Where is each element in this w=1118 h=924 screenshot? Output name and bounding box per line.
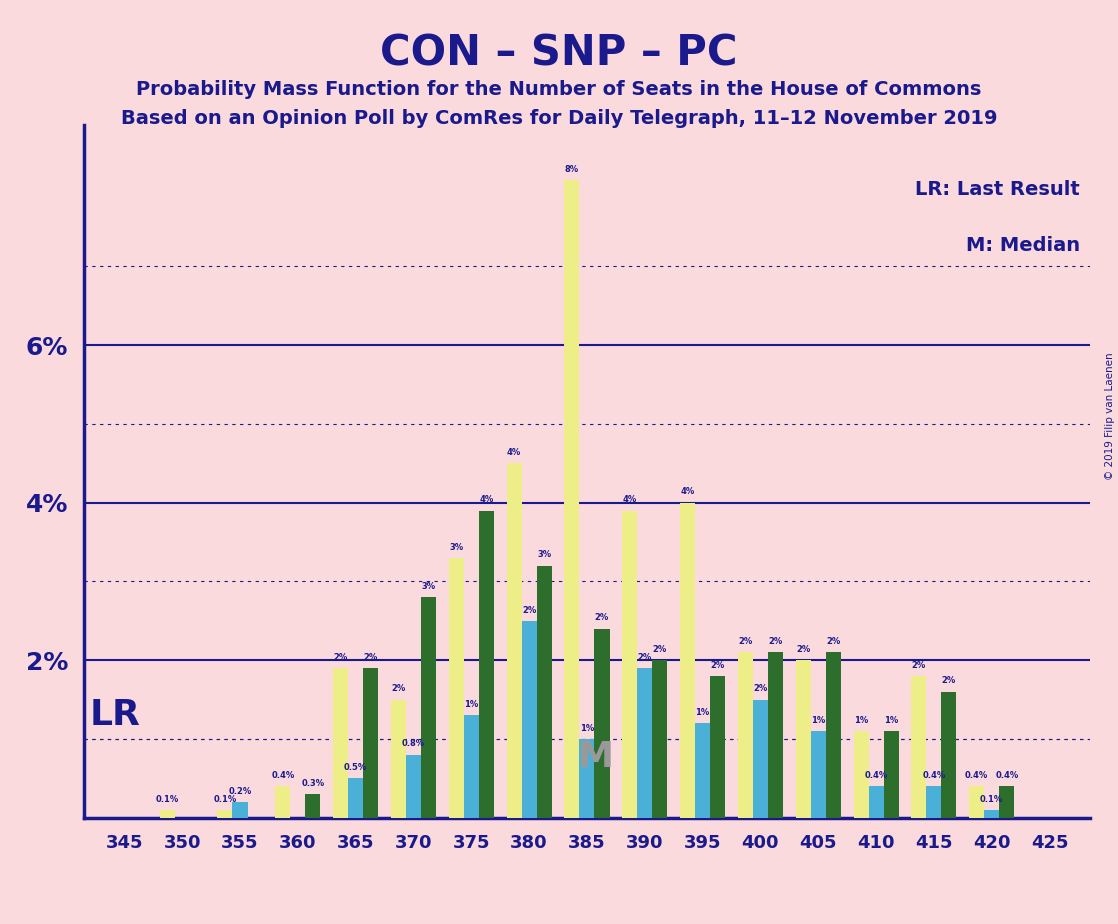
Bar [217, 809, 233, 818]
Text: 0.8%: 0.8% [401, 739, 425, 748]
Text: 3%: 3% [421, 582, 436, 591]
Text: 2%: 2% [912, 661, 926, 670]
Bar [826, 652, 841, 818]
Bar [811, 731, 826, 818]
Bar [637, 668, 652, 818]
Bar [479, 511, 494, 818]
Text: 2%: 2% [522, 605, 537, 614]
Bar [522, 621, 537, 818]
Text: © 2019 Filip van Laenen: © 2019 Filip van Laenen [1106, 352, 1115, 480]
Bar [537, 565, 551, 818]
Text: 4%: 4% [480, 495, 493, 505]
Bar [752, 699, 768, 818]
Bar [796, 661, 811, 818]
Text: 0.2%: 0.2% [228, 786, 252, 796]
Bar [883, 731, 899, 818]
Bar [695, 723, 710, 818]
Text: LR: LR [89, 699, 141, 733]
Bar [595, 628, 609, 818]
Text: 2%: 2% [595, 614, 609, 623]
Text: Based on an Opinion Poll by ComRes for Daily Telegraph, 11–12 November 2019: Based on an Opinion Poll by ComRes for D… [121, 109, 997, 128]
Bar [448, 558, 464, 818]
Bar [869, 786, 883, 818]
Text: 2%: 2% [333, 653, 348, 662]
Bar [984, 809, 999, 818]
Text: 3%: 3% [537, 551, 551, 559]
Text: 2%: 2% [738, 637, 752, 646]
Bar [768, 652, 783, 818]
Text: 1%: 1% [854, 716, 869, 724]
Bar [506, 463, 522, 818]
Text: LR: Last Result: LR: Last Result [916, 180, 1080, 200]
Text: 0.4%: 0.4% [864, 771, 888, 780]
Text: Probability Mass Function for the Number of Seats in the House of Commons: Probability Mass Function for the Number… [136, 80, 982, 100]
Text: 0.1%: 0.1% [155, 795, 179, 804]
Text: 4%: 4% [623, 495, 637, 505]
Text: 2%: 2% [796, 645, 811, 654]
Text: 2%: 2% [363, 653, 378, 662]
Text: 0.4%: 0.4% [965, 771, 988, 780]
Text: 0.1%: 0.1% [980, 795, 1003, 804]
Text: 8%: 8% [565, 164, 579, 174]
Bar [623, 511, 637, 818]
Bar [652, 661, 667, 818]
Text: 4%: 4% [681, 488, 694, 496]
Text: 1%: 1% [464, 700, 479, 709]
Bar [333, 668, 348, 818]
Text: 2%: 2% [754, 685, 768, 693]
Bar [275, 786, 291, 818]
Text: 1%: 1% [884, 716, 898, 724]
Bar [391, 699, 406, 818]
Bar [969, 786, 984, 818]
Text: 1%: 1% [580, 723, 594, 733]
Text: 0.4%: 0.4% [995, 771, 1018, 780]
Text: M: Median: M: Median [966, 236, 1080, 255]
Text: 0.1%: 0.1% [214, 795, 237, 804]
Text: 1%: 1% [695, 708, 710, 717]
Bar [680, 503, 695, 818]
Text: 2%: 2% [711, 661, 724, 670]
Text: 2%: 2% [637, 653, 652, 662]
Bar [579, 739, 595, 818]
Bar [710, 676, 726, 818]
Bar [233, 802, 247, 818]
Text: 3%: 3% [449, 542, 463, 552]
Text: 2%: 2% [768, 637, 783, 646]
Text: CON – SNP – PC: CON – SNP – PC [380, 32, 738, 74]
Bar [421, 597, 436, 818]
Text: 2%: 2% [653, 645, 667, 654]
Bar [160, 809, 174, 818]
Bar [464, 715, 479, 818]
Bar [406, 755, 421, 818]
Text: 2%: 2% [391, 685, 406, 693]
Bar [305, 794, 321, 818]
Bar [927, 786, 941, 818]
Text: 4%: 4% [506, 448, 521, 457]
Bar [738, 652, 752, 818]
Bar [853, 731, 869, 818]
Bar [941, 692, 957, 818]
Text: 0.4%: 0.4% [272, 771, 294, 780]
Bar [999, 786, 1014, 818]
Bar [363, 668, 378, 818]
Text: 0.5%: 0.5% [344, 763, 368, 772]
Bar [911, 676, 927, 818]
Text: M: M [578, 740, 614, 774]
Text: 2%: 2% [826, 637, 841, 646]
Text: 1%: 1% [812, 716, 825, 724]
Text: 0.3%: 0.3% [301, 779, 324, 788]
Text: 2%: 2% [941, 676, 956, 686]
Bar [348, 778, 363, 818]
Text: 0.4%: 0.4% [922, 771, 946, 780]
Bar [565, 180, 579, 818]
